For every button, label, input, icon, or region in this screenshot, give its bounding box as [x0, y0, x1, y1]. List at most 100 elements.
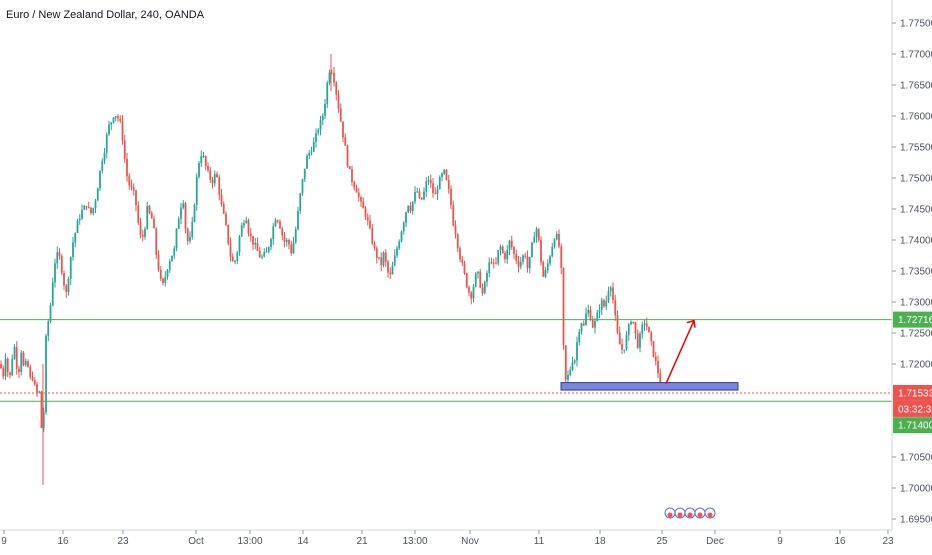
- candle-body: [609, 287, 612, 292]
- candle-body: [524, 255, 527, 257]
- candle-body: [72, 242, 74, 257]
- candle-up: [108, 120, 110, 137]
- time-axis: 9 16 23 Oct 13:00 14 21 13:00 Nov 11 18 25 Dec 9 16 23: [0, 529, 894, 547]
- candle-body: [456, 234, 459, 249]
- candle-body: [243, 223, 245, 226]
- candle-body: [63, 272, 65, 286]
- candle-body: [474, 273, 477, 287]
- candle-down: [384, 249, 387, 267]
- candle-body: [362, 201, 365, 209]
- candle-down: [337, 90, 340, 113]
- candle-body: [85, 206, 88, 208]
- candle-up: [303, 168, 306, 182]
- candle-body: [216, 173, 218, 178]
- candle-down: [418, 188, 421, 200]
- candle-down: [247, 218, 250, 237]
- candle-down: [621, 338, 623, 354]
- candle-body: [90, 207, 92, 214]
- resistance-price-tag-text: 1.72716: [898, 315, 932, 326]
- candle-down: [288, 238, 290, 250]
- candle-down: [618, 326, 621, 345]
- support-price-tag-text: 1.71400: [898, 421, 932, 432]
- candle-up: [45, 333, 47, 415]
- candle-down: [501, 244, 504, 254]
- candle-down: [351, 165, 353, 186]
- candle-up: [623, 349, 626, 354]
- candle-body: [225, 213, 227, 225]
- resistance-price-tag-bg: [893, 311, 932, 328]
- candle-up: [506, 245, 509, 264]
- candle-down: [33, 377, 36, 386]
- candle-body: [479, 271, 482, 288]
- candle-body: [371, 228, 374, 244]
- candle-body: [303, 168, 306, 180]
- time-tick-label: 13:00: [237, 536, 262, 547]
- candle-up: [396, 245, 398, 258]
- candle-body: [42, 411, 45, 428]
- candle-down: [375, 246, 378, 264]
- candle-up: [245, 216, 248, 224]
- candle-up: [546, 259, 549, 274]
- candle-down: [481, 283, 484, 296]
- candle-body: [364, 208, 367, 217]
- candle-body: [330, 72, 333, 74]
- candle-down: [364, 206, 367, 221]
- candle-up: [83, 204, 86, 211]
- candle-down: [29, 364, 32, 380]
- candle-down: [132, 183, 135, 196]
- candle-body: [623, 349, 626, 351]
- candle-body: [537, 228, 540, 241]
- candle-body: [366, 216, 369, 221]
- candle-down: [290, 240, 293, 256]
- candle-down: [119, 115, 122, 124]
- candle-down: [348, 165, 351, 170]
- candle-body: [461, 259, 464, 263]
- candle-body: [596, 312, 599, 321]
- candle-down: [515, 249, 518, 264]
- candle-body: [202, 156, 205, 158]
- candle-down: [445, 168, 448, 181]
- candle-down: [465, 272, 468, 289]
- candle-body: [519, 261, 522, 267]
- candle-down: [85, 205, 88, 211]
- price-tick-label: 1.75000: [900, 174, 932, 185]
- candle-down: [380, 252, 383, 272]
- candle-down: [353, 180, 356, 191]
- candle-body: [378, 257, 380, 259]
- candle-body: [616, 315, 619, 333]
- candle-body: [245, 220, 248, 224]
- price-tick-label: 1.76500: [900, 81, 932, 92]
- candle-up: [42, 407, 45, 432]
- candle-body: [238, 236, 241, 253]
- candle-up: [24, 358, 27, 367]
- candle-body: [94, 200, 97, 209]
- candle-up: [519, 256, 522, 270]
- price-tick-label: 1.72000: [900, 360, 932, 371]
- candle-body: [105, 134, 108, 153]
- candle-up: [625, 331, 628, 351]
- candle-body: [384, 252, 387, 262]
- price-tick-label: 1.73000: [900, 298, 932, 309]
- candle-down: [148, 204, 151, 215]
- candle-up: [555, 231, 558, 241]
- candle-body: [600, 300, 603, 311]
- candle-body: [594, 320, 596, 328]
- candle-up: [112, 117, 115, 124]
- candle-down: [141, 229, 144, 242]
- candle-body: [614, 300, 617, 316]
- candle-body: [573, 360, 576, 363]
- candle-body: [249, 233, 252, 237]
- candle-body: [261, 256, 263, 258]
- candle-body: [477, 271, 479, 274]
- candle-up: [576, 336, 578, 367]
- candle-down: [58, 248, 61, 260]
- candle-body: [177, 218, 180, 229]
- candle-down: [409, 202, 412, 214]
- candle-down: [434, 187, 437, 195]
- candle-up: [585, 307, 587, 326]
- candle-down: [27, 359, 29, 368]
- candle-body: [193, 204, 196, 222]
- candle-up: [54, 258, 56, 288]
